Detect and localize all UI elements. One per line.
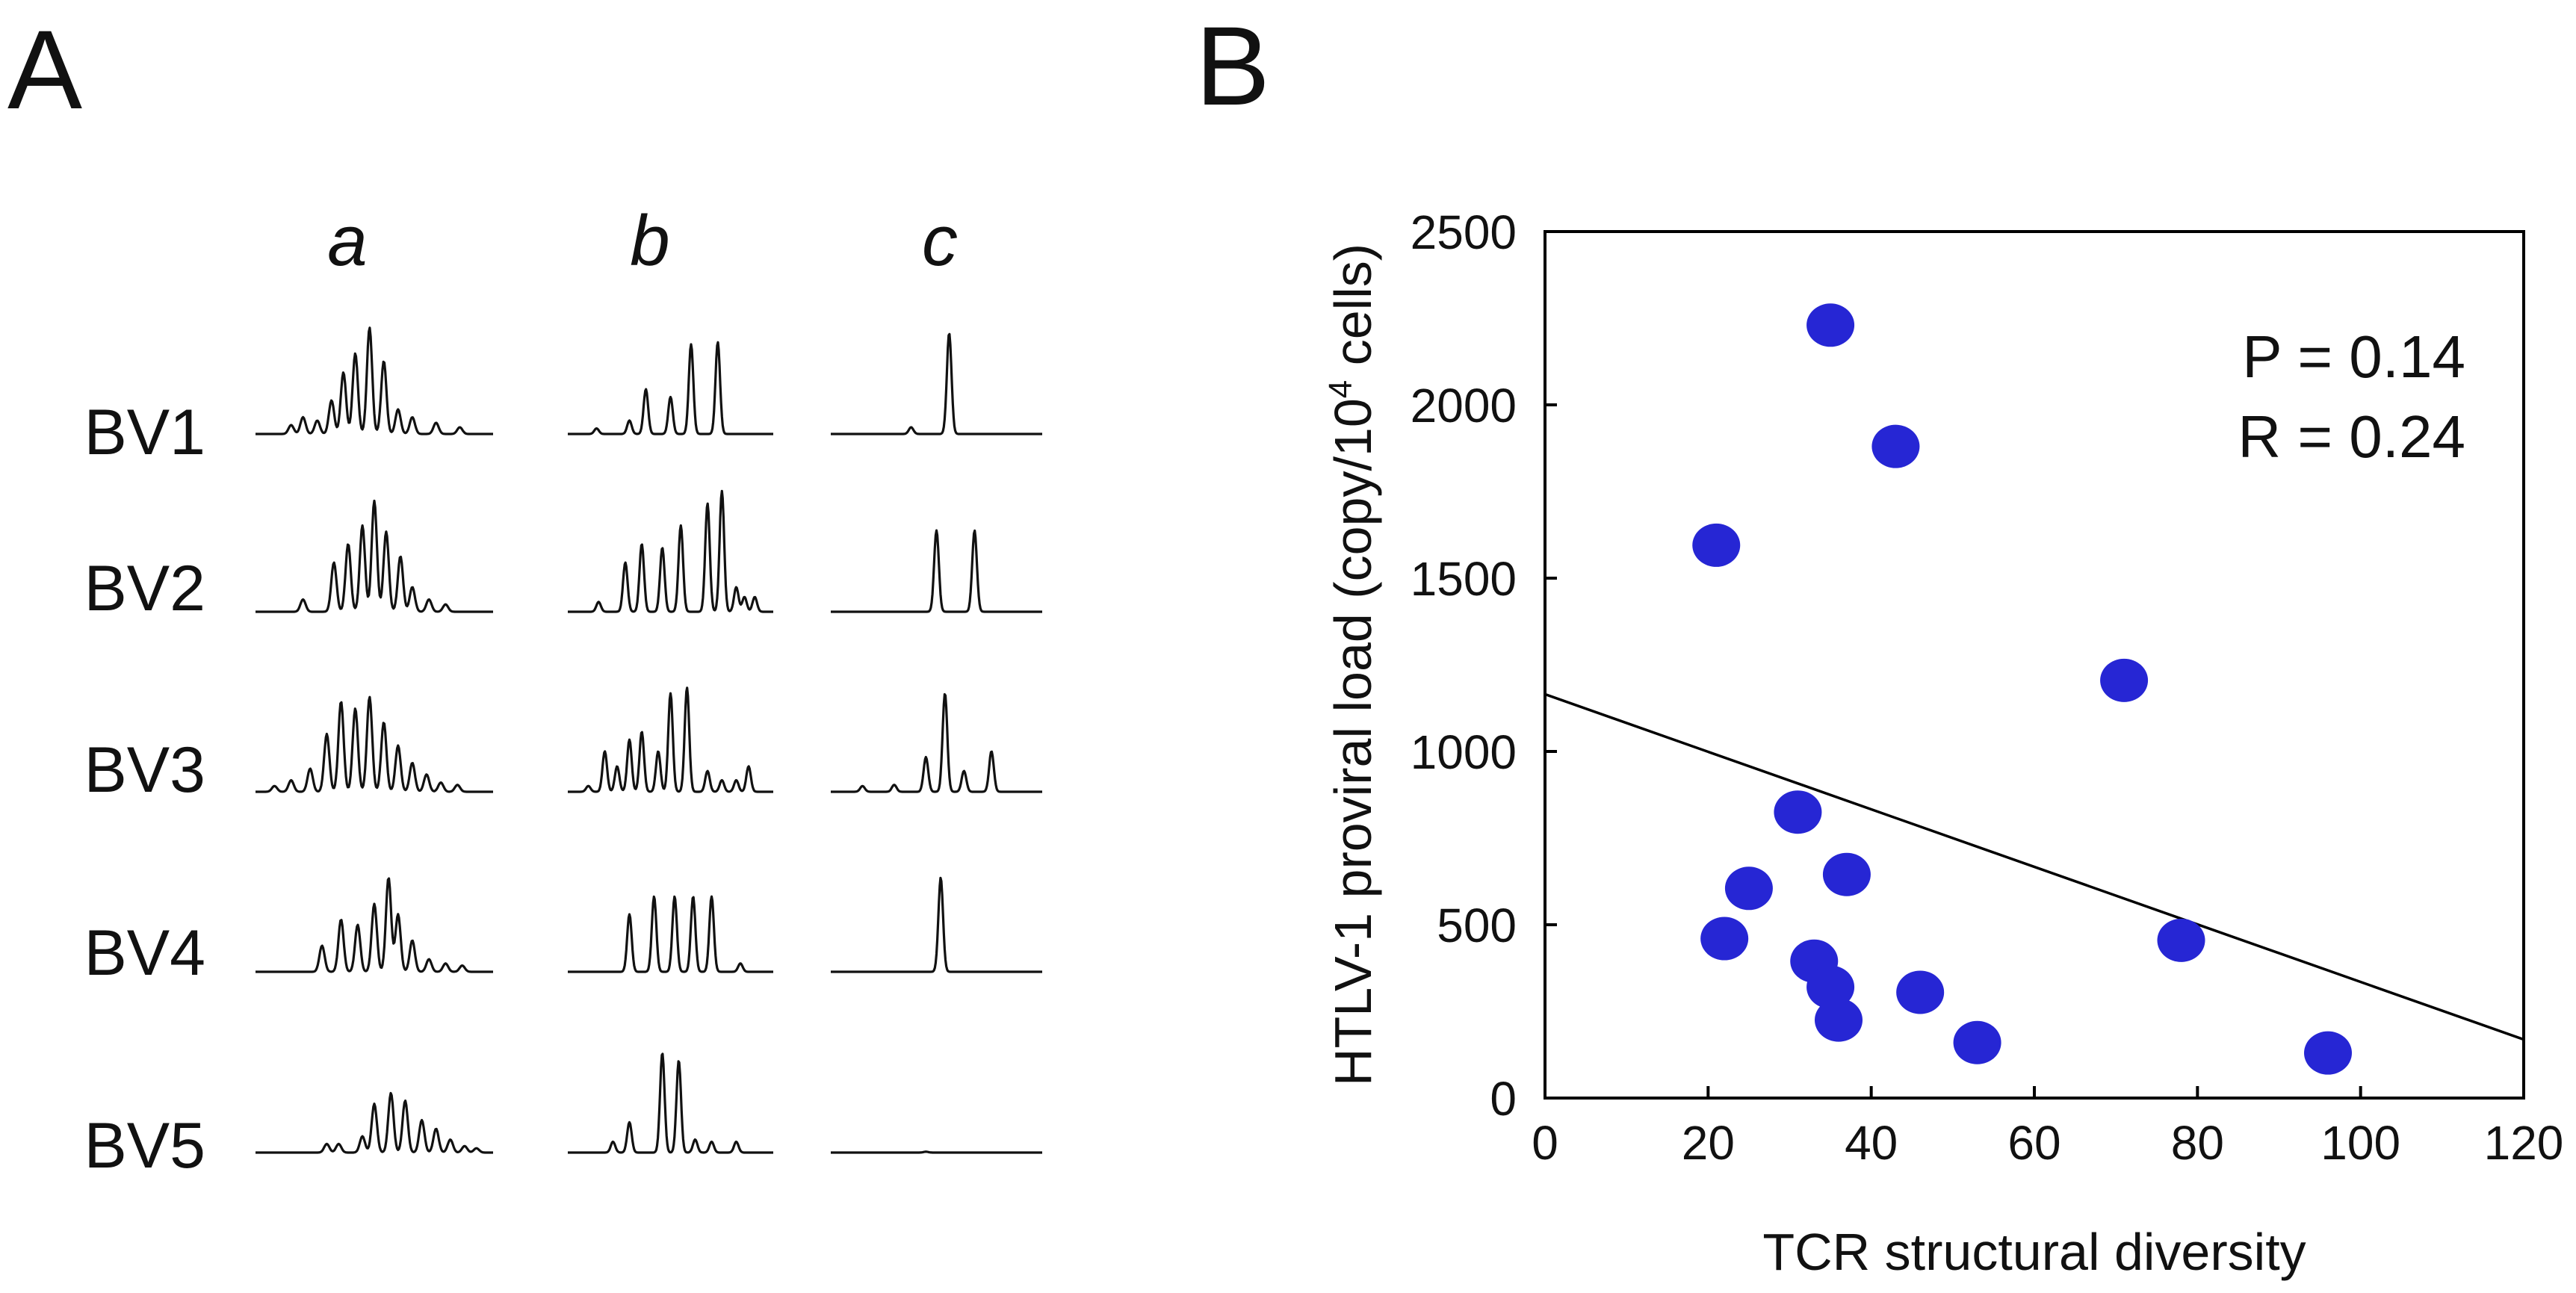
data-point-11 bbox=[1806, 965, 1855, 1009]
panel-a-label: A bbox=[7, 7, 82, 132]
y-axis-ticks: 0 500 1000 1500 2000 2500 bbox=[1411, 205, 1557, 1126]
trace-bv2-b bbox=[567, 489, 774, 613]
trace-bv3-a bbox=[255, 695, 494, 793]
column-label-b: b bbox=[630, 201, 669, 281]
x-axis-ticks: 0 20 40 60 80 100 120 bbox=[1532, 1086, 2563, 1170]
trace-bv4-c bbox=[830, 876, 1043, 973]
y-axis-title-main: HTLV-1 proviral load (copy/10 bbox=[1324, 398, 1382, 1086]
column-label-c: c bbox=[922, 201, 958, 281]
row-label-bv1: BV1 bbox=[84, 397, 205, 468]
scatter-points bbox=[1692, 303, 2352, 1075]
y-tick-label: 500 bbox=[1437, 899, 1517, 952]
x-tick-label: 60 bbox=[2007, 1116, 2061, 1170]
data-point-6 bbox=[1822, 852, 1871, 896]
x-tick-label: 100 bbox=[2320, 1116, 2400, 1170]
y-tick-label: 2500 bbox=[1411, 205, 1517, 259]
trace-bv5-c bbox=[830, 1150, 1043, 1154]
trace-bv4-a bbox=[255, 877, 494, 973]
regression-line bbox=[1545, 692, 2524, 1041]
trace-bv3-c bbox=[830, 692, 1043, 793]
data-point-3 bbox=[1692, 523, 1741, 567]
data-point-8 bbox=[1700, 917, 1749, 961]
row-label-bv3: BV3 bbox=[84, 734, 205, 806]
panel-b-scatter-plot: B 0 20 40 60 80 100 120 0 500 1000 1500 2000 2500 P… bbox=[1195, 3, 2563, 1281]
panel-b-label: B bbox=[1195, 3, 1270, 128]
column-label-a: a bbox=[327, 201, 367, 281]
x-tick-label: 20 bbox=[1682, 1116, 1735, 1170]
r-value-label: R = 0.24 bbox=[2238, 403, 2465, 470]
trace-bv2-a bbox=[255, 499, 494, 613]
trace-bv3-b bbox=[567, 686, 774, 793]
trace-bv4-b bbox=[567, 895, 774, 973]
trace-bv1-b bbox=[567, 341, 774, 435]
y-tick-label: 1000 bbox=[1411, 725, 1517, 779]
x-tick-label: 40 bbox=[1845, 1116, 1898, 1170]
data-point-1 bbox=[1806, 303, 1855, 347]
data-point-15 bbox=[2304, 1031, 2352, 1075]
data-point-9 bbox=[2157, 918, 2205, 962]
trace-bv5-b bbox=[567, 1052, 774, 1154]
data-point-7 bbox=[1724, 866, 1773, 911]
p-value-label: P = 0.14 bbox=[2242, 323, 2465, 390]
data-point-14 bbox=[1953, 1020, 2001, 1064]
trace-bv5-a bbox=[255, 1091, 494, 1154]
y-tick-label: 2000 bbox=[1411, 379, 1517, 432]
x-tick-label: 80 bbox=[2171, 1116, 2224, 1170]
x-tick-label: 0 bbox=[1532, 1116, 1558, 1170]
x-axis-title: TCR structural diversity bbox=[1762, 1223, 2306, 1281]
row-label-bv4: BV4 bbox=[84, 917, 205, 989]
row-label-bv2: BV2 bbox=[84, 553, 205, 624]
trace-bv2-c bbox=[830, 529, 1043, 613]
trace-bv1-c bbox=[830, 332, 1043, 435]
y-axis-title-superscript: 4 bbox=[1322, 380, 1359, 398]
trace-bv1-a bbox=[255, 326, 494, 435]
data-point-4 bbox=[2100, 658, 2149, 702]
data-point-12 bbox=[1896, 970, 1945, 1014]
data-point-5 bbox=[1774, 790, 1822, 834]
y-tick-label: 1500 bbox=[1411, 552, 1517, 606]
data-point-13 bbox=[1815, 998, 1863, 1042]
y-axis-title: HTLV-1 proviral load (copy/104 cells) bbox=[1322, 244, 1382, 1086]
y-axis-title-tail: cells) bbox=[1324, 244, 1382, 380]
panel-a-spectratype-grid: A a b c BV1 BV2 BV3 BV4 BV5 bbox=[7, 7, 1043, 1182]
row-label-bv5: BV5 bbox=[84, 1110, 205, 1182]
x-tick-label: 120 bbox=[2484, 1116, 2564, 1170]
data-point-2 bbox=[1871, 424, 1920, 468]
spectratype-traces bbox=[255, 326, 1043, 1154]
y-tick-label: 0 bbox=[1490, 1072, 1517, 1126]
